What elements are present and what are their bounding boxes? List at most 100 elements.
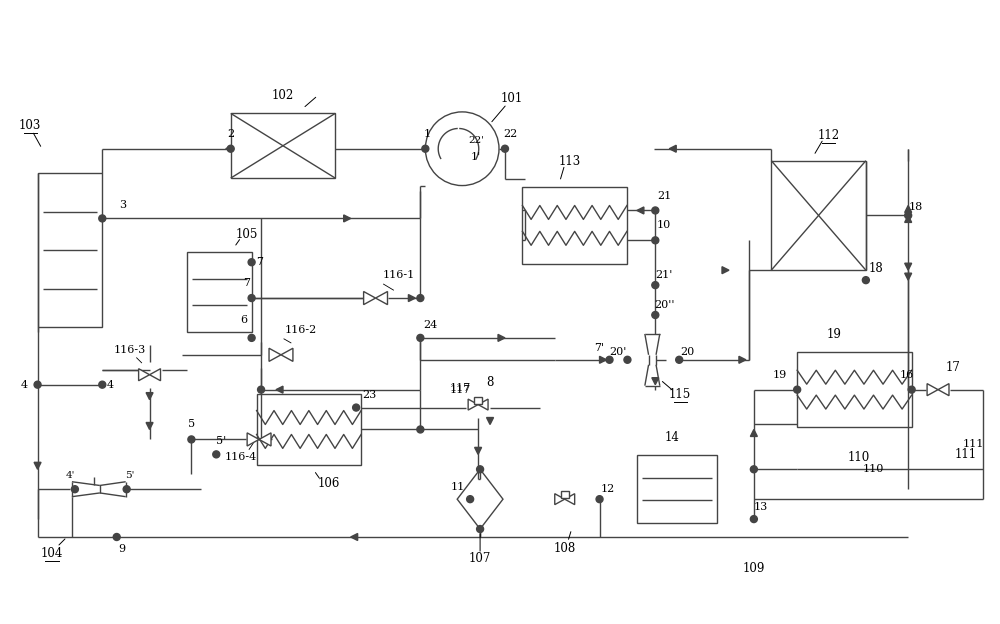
Circle shape	[862, 276, 869, 284]
Circle shape	[417, 334, 424, 341]
Circle shape	[750, 466, 757, 473]
Circle shape	[227, 145, 234, 152]
Polygon shape	[376, 291, 388, 305]
Circle shape	[905, 212, 912, 219]
Text: 7': 7'	[594, 343, 605, 353]
Circle shape	[624, 356, 631, 363]
Circle shape	[213, 451, 220, 458]
Text: 19: 19	[773, 369, 787, 380]
Circle shape	[606, 356, 613, 363]
Polygon shape	[475, 447, 482, 454]
Text: 106: 106	[318, 477, 340, 490]
Text: 105: 105	[236, 228, 258, 241]
Circle shape	[417, 295, 424, 301]
Text: 4: 4	[107, 379, 114, 389]
Circle shape	[417, 426, 424, 433]
Text: 116-2: 116-2	[285, 325, 317, 335]
Text: 13: 13	[754, 502, 768, 512]
Circle shape	[248, 334, 255, 341]
Circle shape	[652, 207, 659, 214]
Polygon shape	[750, 429, 757, 436]
Text: 102: 102	[272, 89, 294, 102]
Polygon shape	[247, 433, 259, 446]
Circle shape	[477, 466, 484, 473]
Text: 23: 23	[362, 389, 376, 399]
Text: 117: 117	[450, 384, 471, 394]
Circle shape	[248, 259, 255, 266]
Text: 19: 19	[827, 328, 842, 341]
Text: 17: 17	[946, 361, 960, 374]
Bar	[231, 114, 335, 178]
Polygon shape	[637, 207, 644, 214]
Bar	[637, 456, 717, 523]
Polygon shape	[722, 266, 729, 274]
Text: 1': 1'	[471, 152, 481, 162]
Circle shape	[652, 237, 659, 244]
Circle shape	[596, 495, 603, 503]
Text: 4': 4'	[65, 470, 75, 480]
Text: 5: 5	[188, 419, 195, 429]
Polygon shape	[905, 263, 912, 270]
Text: 21': 21'	[656, 270, 673, 280]
Text: 7: 7	[256, 257, 263, 267]
Text: 22: 22	[503, 129, 517, 139]
Circle shape	[71, 485, 78, 493]
Circle shape	[99, 381, 106, 388]
Polygon shape	[269, 348, 281, 361]
Bar	[474, 397, 482, 404]
Text: 6: 6	[240, 315, 247, 325]
Text: 18: 18	[868, 261, 883, 275]
Polygon shape	[150, 369, 161, 381]
Text: 7: 7	[243, 278, 250, 288]
Text: 117: 117	[450, 383, 471, 392]
Text: 4: 4	[20, 379, 28, 389]
Polygon shape	[351, 534, 358, 540]
Circle shape	[248, 295, 255, 301]
Text: 16: 16	[900, 369, 914, 380]
Text: 22': 22'	[468, 136, 484, 145]
Text: 18: 18	[909, 202, 923, 212]
Polygon shape	[487, 417, 494, 424]
Text: 113: 113	[559, 155, 581, 168]
Text: 111: 111	[962, 439, 984, 449]
Text: 20': 20'	[609, 347, 626, 357]
Text: 1: 1	[424, 129, 431, 139]
Text: 9: 9	[118, 544, 125, 554]
Bar	[771, 160, 866, 270]
Text: 110: 110	[863, 464, 884, 474]
Circle shape	[477, 525, 484, 532]
Polygon shape	[146, 422, 153, 429]
Text: 20'': 20''	[654, 300, 675, 310]
Polygon shape	[477, 512, 484, 519]
Polygon shape	[408, 295, 415, 301]
Polygon shape	[927, 384, 938, 396]
Text: 104: 104	[41, 547, 63, 560]
Circle shape	[652, 311, 659, 318]
Text: 109: 109	[743, 562, 765, 575]
Circle shape	[353, 404, 360, 411]
Polygon shape	[259, 433, 271, 446]
Circle shape	[123, 485, 130, 493]
Text: 116-4: 116-4	[225, 452, 257, 462]
Polygon shape	[344, 215, 351, 222]
Polygon shape	[34, 462, 41, 469]
Text: 14: 14	[665, 431, 680, 444]
Text: 5': 5'	[216, 436, 226, 446]
Circle shape	[652, 281, 659, 289]
Text: 101: 101	[501, 92, 523, 105]
Polygon shape	[457, 469, 503, 529]
Polygon shape	[139, 369, 150, 381]
Text: 116-1: 116-1	[382, 270, 415, 280]
Bar	[797, 353, 912, 427]
Polygon shape	[565, 494, 575, 505]
Polygon shape	[435, 145, 442, 152]
Polygon shape	[146, 392, 153, 399]
Circle shape	[113, 534, 120, 540]
Text: 112: 112	[817, 129, 840, 142]
Circle shape	[425, 112, 499, 185]
Circle shape	[501, 145, 508, 152]
Polygon shape	[498, 334, 505, 341]
Polygon shape	[364, 291, 376, 305]
Circle shape	[467, 495, 474, 503]
Polygon shape	[905, 273, 912, 280]
